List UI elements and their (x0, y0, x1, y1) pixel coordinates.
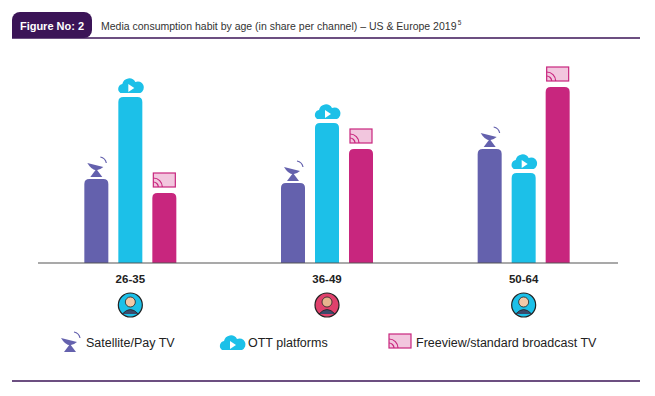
play (522, 160, 528, 168)
channel-icon (315, 104, 341, 119)
channel-icon (220, 335, 246, 350)
play (325, 110, 331, 118)
bar (315, 123, 339, 263)
channel-icon (547, 67, 569, 81)
title: Media consumption habit by age (in share… (101, 20, 457, 32)
bar (512, 173, 536, 263)
footer-rule (12, 380, 640, 382)
channel-icon (389, 334, 411, 348)
avatar-body (319, 310, 335, 315)
bar-icons (87, 67, 568, 187)
dish-signal (100, 157, 106, 163)
avatar-bg (512, 293, 536, 317)
age-avatar (118, 293, 142, 317)
cloud (220, 335, 246, 350)
bar (152, 193, 176, 263)
play (230, 341, 236, 349)
tv (153, 173, 175, 187)
tv-signal (153, 178, 162, 187)
channel-icon (118, 78, 144, 93)
tv (389, 334, 411, 348)
dish (284, 167, 300, 174)
bar (349, 149, 373, 263)
channel-icon (481, 127, 500, 147)
dish-signal (297, 161, 303, 167)
dish-stand (64, 344, 76, 352)
dish-signal (494, 127, 500, 133)
dish (87, 163, 103, 170)
legend-item: Freeview/standard broadcast TV (389, 334, 597, 350)
cloud (315, 104, 341, 119)
tv (547, 67, 569, 81)
dish-stand (287, 173, 299, 181)
legend-item: Satellite/Pay TV (61, 332, 175, 352)
channel-icon (153, 173, 175, 187)
cloud (118, 78, 144, 93)
legend-item: OTT platforms (220, 335, 328, 350)
figure-label: Figure No: 2 (20, 20, 84, 32)
age-avatar (512, 293, 536, 317)
channel-icon (87, 157, 106, 177)
legend-label: Satellite/Pay TV (86, 336, 175, 350)
bar (84, 179, 108, 263)
dish-stand (484, 139, 496, 147)
chart-svg: Figure No: 2 Media consumption habit by a… (0, 0, 655, 396)
channel-icon (350, 129, 372, 143)
bar (546, 87, 570, 263)
x-tick-label: 36-49 (312, 273, 341, 285)
dish (481, 133, 497, 140)
channel-icon (61, 332, 80, 352)
dish-stand (90, 169, 102, 177)
chart-root: Figure No: 2 Media consumption habit by a… (0, 0, 655, 396)
avatar-head (322, 297, 332, 307)
avatar-body (122, 310, 138, 315)
avatar-head (519, 297, 529, 307)
tv-signal (350, 134, 359, 143)
footnote-ref: 5 (458, 19, 462, 26)
x-tick-label: 50-64 (509, 273, 539, 285)
tv (350, 129, 372, 143)
legend-label: Freeview/standard broadcast TV (416, 336, 597, 350)
cloud (512, 154, 538, 169)
avatar-body (516, 310, 532, 315)
age-avatar (315, 293, 339, 317)
channel-icon (512, 154, 538, 169)
bar (281, 183, 305, 263)
tv-signal (547, 72, 556, 81)
bars (84, 87, 569, 263)
avatar-bg (118, 293, 142, 317)
x-axis (38, 262, 618, 263)
tv-signal (389, 339, 398, 348)
bar (118, 97, 142, 263)
header-rule (12, 37, 640, 39)
play (128, 84, 134, 92)
dish-signal (74, 332, 80, 338)
avatar-bg (315, 293, 339, 317)
channel-icon (284, 161, 303, 181)
bar (478, 149, 502, 263)
legend-label: OTT platforms (248, 336, 328, 350)
avatar-head (125, 297, 135, 307)
figure-label-box (12, 12, 92, 38)
dish (61, 338, 77, 345)
x-tick-label: 26-35 (116, 273, 146, 285)
